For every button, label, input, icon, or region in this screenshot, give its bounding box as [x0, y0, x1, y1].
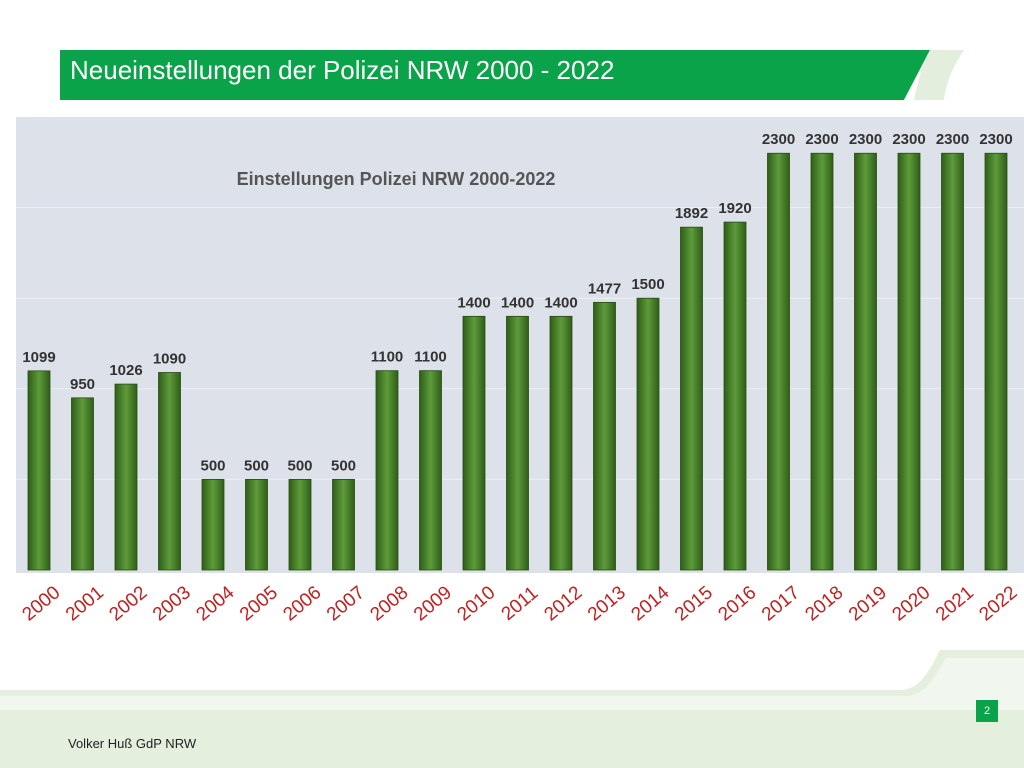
data-label-2013: 1477 — [588, 280, 621, 297]
data-label-2015: 1892 — [675, 205, 708, 222]
data-label-2000: 1099 — [22, 349, 55, 366]
x-tick-2000: 2000 — [19, 582, 65, 625]
data-label-2020: 2300 — [892, 131, 925, 148]
x-tick-2016: 2016 — [715, 582, 761, 625]
x-tick-2004: 2004 — [193, 582, 239, 626]
bar-2009 — [419, 370, 442, 571]
data-label-2005: 500 — [244, 457, 269, 474]
x-tick-2009: 2009 — [410, 582, 456, 625]
bar-2019 — [854, 152, 877, 571]
x-tick-2001: 2001 — [62, 582, 108, 625]
x-tick-2018: 2018 — [802, 582, 848, 625]
x-tick-2015: 2015 — [671, 582, 717, 625]
bar-2002 — [114, 383, 138, 571]
x-tick-2002: 2002 — [106, 582, 152, 625]
x-tick-2017: 2017 — [758, 582, 804, 625]
data-label-2017: 2300 — [762, 131, 795, 148]
bar-2006 — [288, 478, 312, 571]
bar-2003 — [158, 372, 181, 571]
slide-title: Neueinstellungen der Polizei NRW 2000 - … — [70, 55, 615, 85]
data-label-2012: 1400 — [544, 294, 577, 311]
data-label-2001: 950 — [70, 376, 95, 393]
data-label-2006: 500 — [287, 457, 312, 474]
bar-2013 — [593, 301, 616, 571]
bottom-swoosh-decoration — [0, 650, 1024, 768]
data-label-2011: 1400 — [501, 294, 534, 311]
bar-2016 — [723, 221, 747, 571]
x-tick-2012: 2012 — [541, 582, 587, 625]
data-label-2010: 1400 — [457, 294, 490, 311]
page-number: 2 — [976, 700, 998, 722]
bar-2014 — [636, 297, 660, 571]
bar-2005 — [245, 478, 268, 571]
bar-2001 — [71, 397, 94, 571]
x-tick-2022: 2022 — [976, 582, 1022, 625]
title-swoosh-decoration — [914, 50, 964, 100]
x-tick-2006: 2006 — [280, 582, 326, 625]
bar-2010 — [462, 315, 486, 571]
x-tick-2019: 2019 — [845, 582, 891, 625]
title-bar: Neueinstellungen der Polizei NRW 2000 - … — [60, 50, 930, 100]
x-tick-2008: 2008 — [367, 582, 413, 625]
data-label-2018: 2300 — [805, 131, 838, 148]
x-tick-2013: 2013 — [584, 582, 630, 625]
x-tick-2014: 2014 — [628, 582, 674, 626]
x-tick-2005: 2005 — [236, 582, 282, 625]
data-label-2022: 2300 — [979, 131, 1012, 148]
data-label-2008: 1100 — [371, 349, 404, 366]
data-label-2002: 1026 — [109, 362, 142, 379]
bar-chart: Einstellungen Polizei NRW 2000-2022 1099 9… — [16, 131, 1024, 571]
data-label-2007: 500 — [331, 457, 356, 474]
bar-2012 — [549, 315, 573, 571]
chart-title: Einstellungen Polizei NRW 2000-2022 — [237, 169, 556, 189]
data-label-2004: 500 — [200, 457, 225, 474]
x-tick-2020: 2020 — [889, 582, 935, 625]
bar-2000 — [27, 370, 51, 571]
x-tick-2021: 2021 — [932, 582, 978, 625]
bar-2020 — [897, 152, 921, 571]
footer-author: Volker Huß GdP NRW — [68, 736, 197, 751]
bar-2021 — [941, 152, 964, 571]
data-label-2019: 2300 — [849, 131, 882, 148]
data-label-2016: 1920 — [718, 200, 751, 217]
data-label-2021: 2300 — [936, 131, 969, 148]
data-label-2009: 1100 — [414, 349, 447, 366]
bar-2011 — [506, 315, 529, 571]
x-axis-labels: 2000200120022003200420052006200720082009… — [19, 582, 1022, 626]
bar-2015 — [680, 226, 703, 571]
x-tick-2011: 2011 — [498, 583, 543, 625]
bar-2008 — [375, 370, 399, 571]
bar-2018 — [810, 152, 834, 571]
x-tick-2010: 2010 — [454, 582, 500, 625]
x-tick-2003: 2003 — [149, 582, 195, 625]
bar-2007 — [332, 478, 355, 571]
bar-2004 — [201, 478, 225, 571]
data-label-2003: 1090 — [153, 350, 186, 367]
bar-2022 — [984, 152, 1008, 571]
x-tick-2007: 2007 — [323, 582, 369, 625]
data-label-2014: 1500 — [631, 276, 664, 293]
bar-2017 — [767, 152, 790, 571]
chart-area: Einstellungen Polizei NRW 2000-2022 1099 9… — [16, 117, 1024, 573]
